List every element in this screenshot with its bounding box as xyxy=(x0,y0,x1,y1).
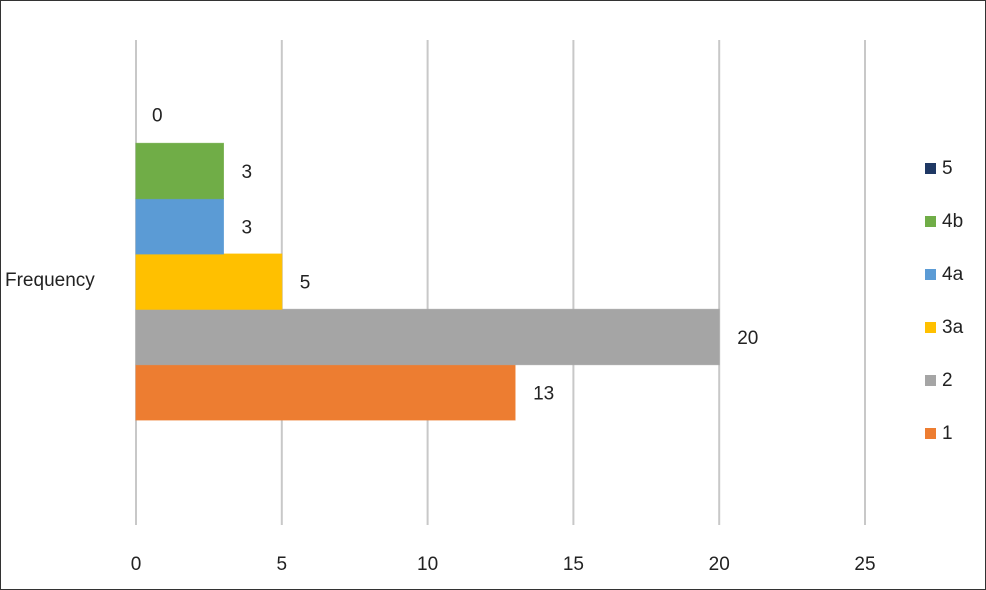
x-tick-label: 25 xyxy=(854,554,875,575)
legend-swatch xyxy=(925,269,936,280)
data-label: 13 xyxy=(533,383,554,404)
legend-label: 1 xyxy=(942,423,953,444)
x-tick-label: 20 xyxy=(709,554,730,575)
legend-label: 2 xyxy=(942,370,953,391)
bar xyxy=(135,364,516,421)
data-label: 0 xyxy=(152,106,163,127)
bar xyxy=(135,142,224,200)
legend-swatch xyxy=(925,375,936,386)
data-label: 3 xyxy=(241,162,252,183)
x-tick-label: 10 xyxy=(417,554,438,575)
x-tick-label: 0 xyxy=(131,554,142,575)
x-tick-label: 15 xyxy=(563,554,584,575)
legend-label: 5 xyxy=(942,158,953,179)
legend-swatch xyxy=(925,163,936,174)
legend-label: 3a xyxy=(942,317,964,338)
legend-label: 4a xyxy=(942,264,964,285)
bar xyxy=(135,308,720,366)
x-tick-label: 5 xyxy=(277,554,288,575)
plot-area xyxy=(135,142,720,421)
bar xyxy=(135,253,283,310)
data-label: 3 xyxy=(241,217,252,238)
bar xyxy=(135,198,224,255)
legend-swatch xyxy=(925,428,936,439)
legend-swatch xyxy=(925,216,936,227)
data-label: 5 xyxy=(300,273,311,294)
legend-label: 4b xyxy=(942,211,963,232)
grid xyxy=(135,40,866,525)
data-label: 20 xyxy=(737,328,758,349)
legend-swatch xyxy=(925,322,936,333)
y-tick-label: Frequency xyxy=(5,270,95,291)
